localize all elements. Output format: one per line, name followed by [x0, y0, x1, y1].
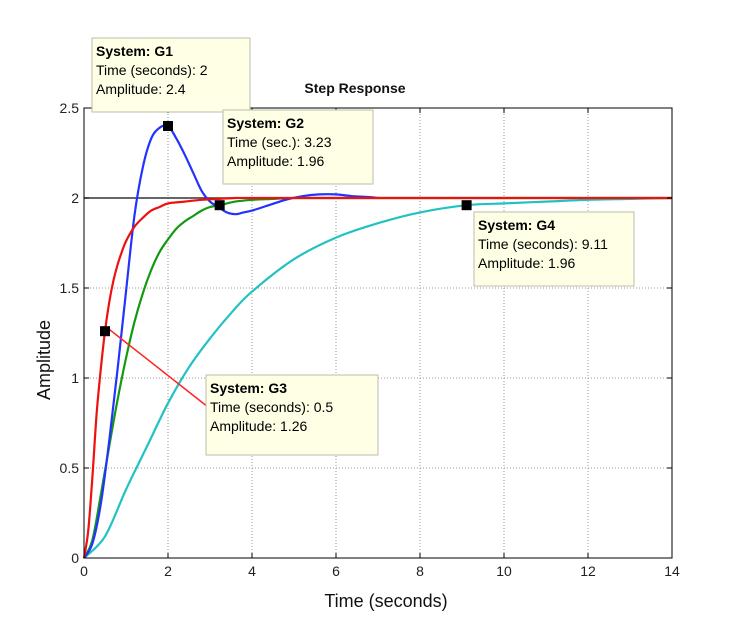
x-tick-label: 14	[664, 563, 680, 579]
datatip-line: Time (seconds): 0.5	[210, 399, 333, 415]
datatip-box	[473, 211, 635, 287]
datatip-g1[interactable]: System: G1 Time (seconds): 2 Amplitude: 2.…	[91, 37, 251, 131]
x-tick-label: 2	[164, 563, 172, 579]
datatip-box	[222, 109, 374, 185]
y-tick-label: 1	[71, 370, 79, 386]
x-tick-label: 10	[496, 563, 512, 579]
datatip-leader-line	[108, 328, 209, 408]
datatip-line: Time (seconds): 9.11	[478, 236, 608, 252]
y-axis-label: Amplitude	[34, 320, 54, 400]
datatip-g3[interactable]: System: G3 Time (seconds): 0.5 Amplitude:…	[100, 326, 379, 456]
x-tick-label: 4	[248, 563, 256, 579]
datatip-title: System: G2	[227, 115, 304, 131]
series-line-g1	[83, 124, 379, 559]
datatip-line: Amplitude: 1.96	[478, 255, 575, 271]
datatip-box	[205, 374, 379, 456]
chart-title: Step Response	[304, 80, 405, 96]
datatip-line: Amplitude: 2.4	[96, 81, 186, 97]
y-tick-label: 2	[71, 190, 79, 206]
y-tick-label: 0	[71, 550, 79, 566]
datatip-line: Time (seconds): 2	[96, 62, 208, 78]
datatip-box	[91, 37, 251, 113]
y-tick-label: 1.5	[60, 280, 80, 296]
datatip-title: System: G1	[96, 43, 173, 59]
series-line-g4	[83, 196, 673, 559]
x-tick-label: 6	[332, 563, 340, 579]
series-line-g3	[82, 196, 672, 559]
y-tick-label: 0.5	[60, 460, 80, 476]
datatip-line: Amplitude: 1.26	[210, 418, 307, 434]
datatip-line: Time (sec.): 3.23	[227, 134, 332, 150]
datatip-title: System: G4	[478, 217, 555, 233]
y-tick-label: 2.5	[60, 100, 80, 116]
x-axis-label: Time (seconds)	[324, 591, 447, 611]
datatips: System: G1 Time (seconds): 2 Amplitude: 2.…	[91, 37, 635, 456]
datatip-title: System: G3	[210, 380, 287, 396]
datatip-marker[interactable]	[214, 200, 225, 211]
datatip-marker[interactable]	[163, 121, 173, 131]
datatip-marker[interactable]	[461, 200, 472, 211]
datatip-marker[interactable]	[100, 326, 110, 337]
series-lines	[82, 124, 673, 559]
datatip-g4[interactable]: System: G4 Time (seconds): 9.11 Amplitude:…	[461, 200, 635, 287]
tick-labels: 0 2 4 6 8 10 12 14 0 0.5 1 1.5 2 2.5	[60, 100, 680, 579]
plot-area-frame	[83, 107, 673, 559]
plot-area-background	[84, 108, 672, 558]
x-tick-label: 8	[416, 563, 424, 579]
x-tick-label: 12	[580, 563, 596, 579]
x-tick-label: 0	[80, 563, 88, 579]
datatip-line: Amplitude: 1.96	[227, 153, 324, 169]
datatip-g2[interactable]: System: G2 Time (sec.): 3.23 Amplitude: 1.…	[214, 109, 374, 211]
